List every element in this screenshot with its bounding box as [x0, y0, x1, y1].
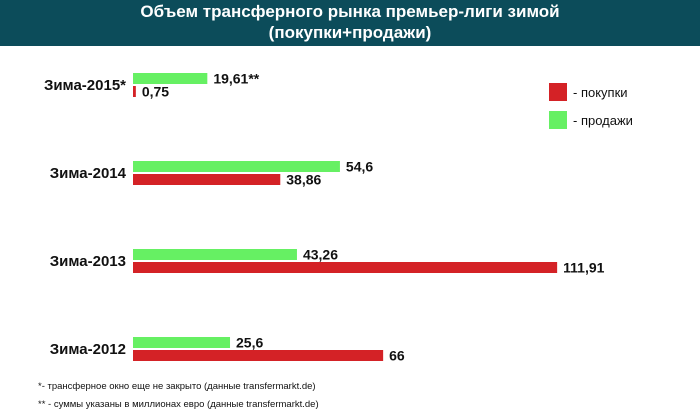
footnote-1: *- трансферное окно еще не закрыто (данн…: [38, 381, 316, 392]
cat-label-2015: Зима-2015*: [44, 77, 126, 94]
cat-label-2012: Зима-2012: [50, 341, 126, 358]
value-label-sell-0: 19,61**: [213, 71, 259, 87]
bar-buy-0: [133, 86, 136, 97]
bar-buy-2: [133, 262, 558, 273]
legend-label-sell: - продажи: [573, 112, 633, 128]
value-label-buy-3: 66: [389, 348, 405, 364]
bar-sell-3: [133, 337, 231, 348]
value-label-sell-2: 43,26: [303, 247, 338, 263]
legend-item-buy: - покупки: [549, 82, 628, 102]
footnote-2: ** - суммы указаны в миллионах евро (дан…: [38, 399, 319, 410]
bar-sell-0: [133, 73, 208, 84]
legend-swatch-buy: [549, 83, 567, 101]
value-label-sell-3: 25,6: [236, 335, 263, 351]
bar-sell-2: [133, 249, 297, 260]
chart-subtitle: (покупки+продажи): [268, 23, 432, 42]
value-label-buy-1: 38,86: [286, 172, 321, 188]
legend-item-sell: - продажи: [549, 110, 633, 130]
bar-buy-3: [133, 350, 384, 361]
value-label-buy-2: 111,91: [563, 260, 604, 276]
bar-buy-1: [133, 174, 281, 185]
value-label-buy-0: 0,75: [142, 84, 169, 100]
value-label-sell-1: 54,6: [346, 159, 373, 175]
cat-label-2013: Зима-2013: [50, 253, 126, 270]
chart-title-bar: Объем трансферного рынка премьер-лиги зи…: [0, 0, 700, 46]
cat-label-2014: Зима-2014: [50, 165, 127, 182]
legend-swatch-sell: [549, 111, 567, 129]
legend-label-buy: - покупки: [573, 84, 628, 100]
chart-title: Объем трансферного рынка премьер-лиги зи…: [140, 2, 560, 21]
bar-sell-1: [133, 161, 340, 172]
